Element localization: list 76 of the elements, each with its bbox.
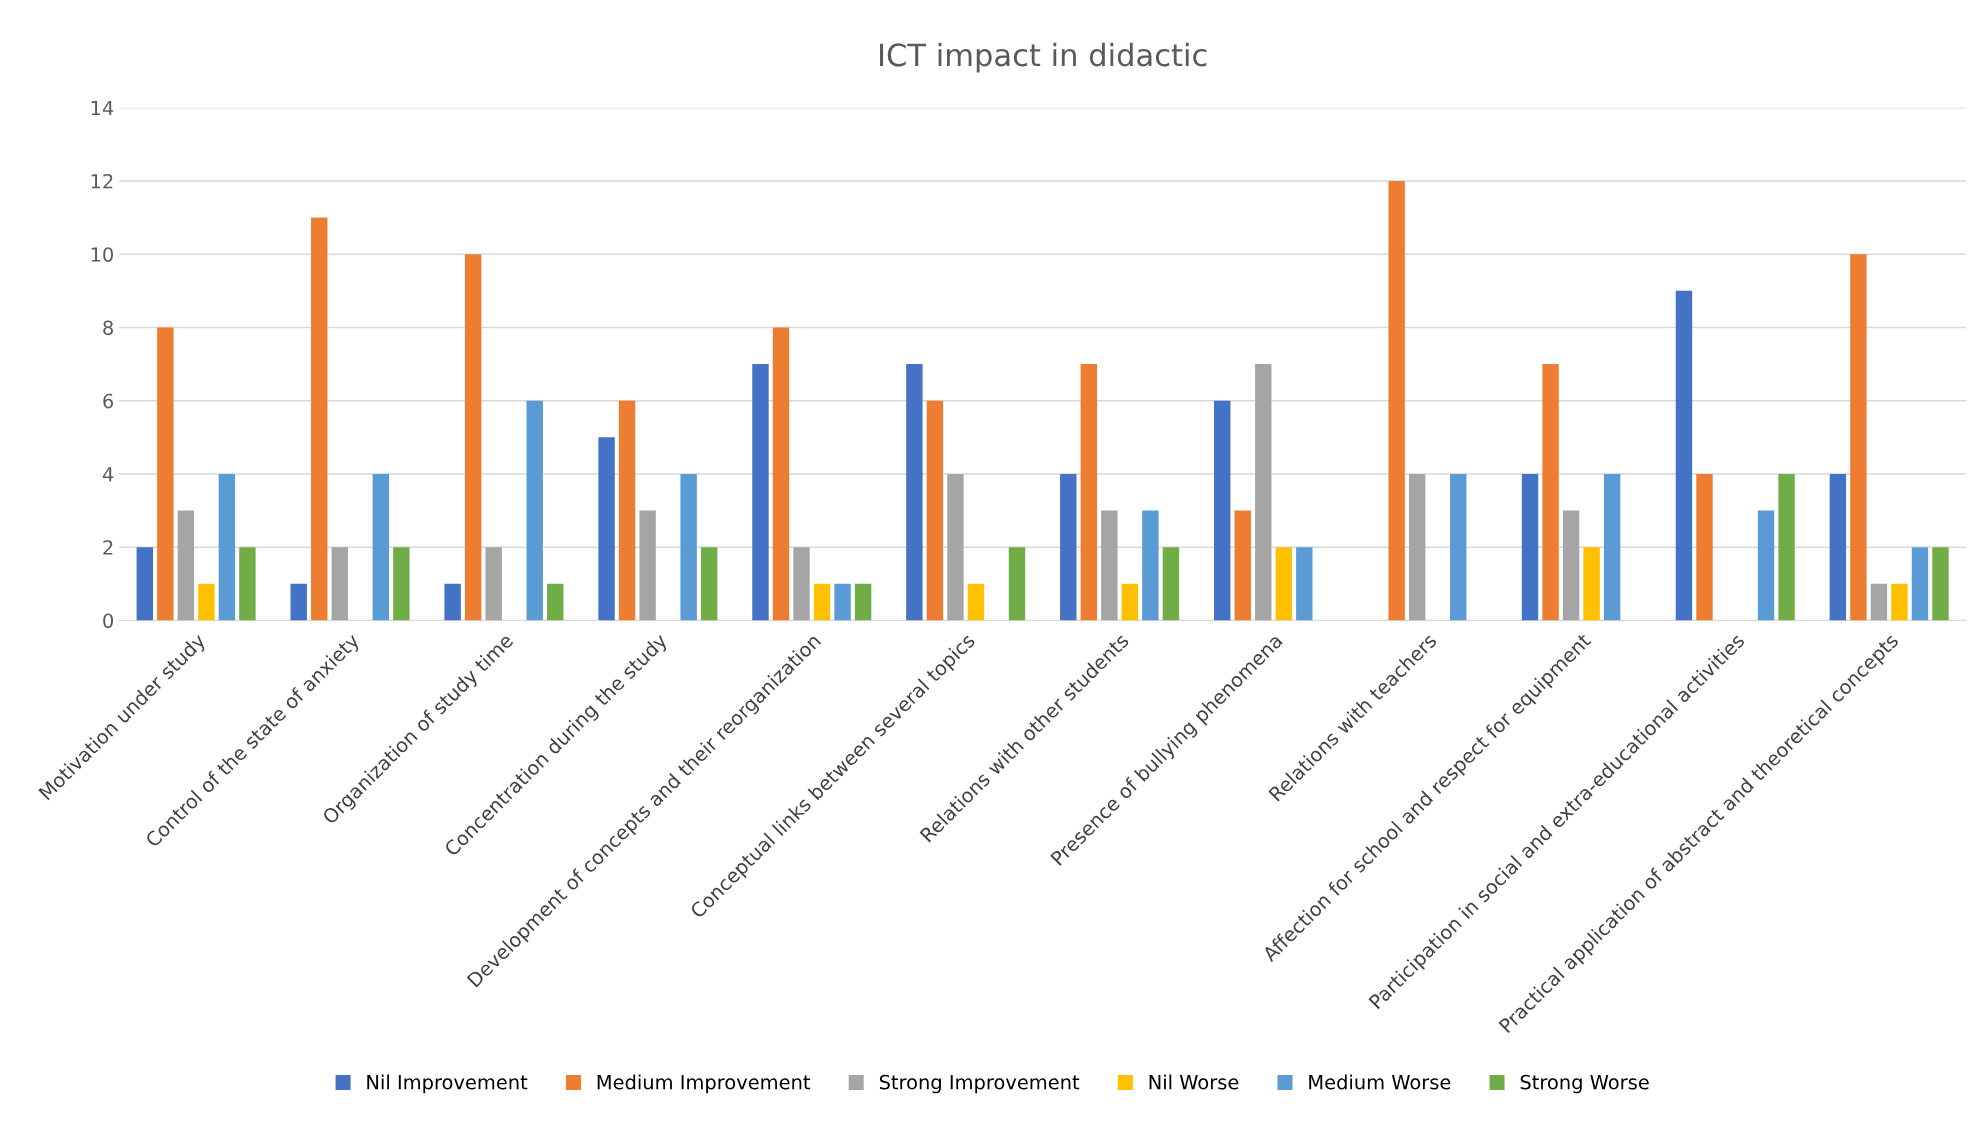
bar xyxy=(1296,547,1313,621)
bar xyxy=(1829,473,1847,621)
bar xyxy=(198,583,215,621)
bar xyxy=(1850,254,1867,621)
bar xyxy=(1008,547,1026,621)
bar xyxy=(854,583,872,621)
bar xyxy=(1388,180,1405,621)
bar xyxy=(485,547,502,621)
bar xyxy=(1080,364,1098,621)
bar xyxy=(1521,473,1539,621)
bar xyxy=(177,510,195,621)
bar xyxy=(967,583,985,621)
bar xyxy=(680,473,697,621)
y-tick-label: 0 xyxy=(103,613,114,629)
bar xyxy=(1060,473,1077,621)
bar xyxy=(526,400,543,621)
bar xyxy=(1142,510,1159,621)
bar xyxy=(752,364,769,621)
bar xyxy=(1542,364,1559,621)
bar xyxy=(1450,473,1467,621)
bar xyxy=(1932,547,1949,621)
bar xyxy=(1778,473,1795,621)
y-tick-label: 2 xyxy=(103,540,113,555)
bar xyxy=(218,473,236,621)
chart-title: ICT impact in didactic xyxy=(880,42,1207,73)
bar xyxy=(1891,583,1908,621)
y-tick-label: 8 xyxy=(103,320,113,336)
bar xyxy=(290,583,307,621)
bar xyxy=(1214,400,1231,621)
legend-label: Medium Improvement xyxy=(597,1074,811,1094)
bar xyxy=(1870,583,1888,621)
legend-label: Nil Improvement xyxy=(367,1074,528,1094)
bar xyxy=(598,437,615,621)
bar xyxy=(947,473,964,621)
bar xyxy=(1275,547,1292,621)
bar xyxy=(1757,510,1775,621)
y-tick-label: 10 xyxy=(91,247,114,262)
bar xyxy=(1562,510,1580,621)
bar xyxy=(1255,364,1272,621)
bar xyxy=(1101,510,1118,621)
bar xyxy=(639,510,656,621)
bar xyxy=(1583,547,1600,621)
bar xyxy=(906,364,923,621)
bar xyxy=(834,583,851,621)
bar xyxy=(772,327,790,621)
bar xyxy=(618,400,636,621)
bar xyxy=(136,547,154,621)
bar xyxy=(1162,547,1180,621)
bar xyxy=(700,547,718,621)
bar xyxy=(1121,583,1139,621)
legend-label: Strong Worse xyxy=(1520,1074,1649,1094)
legend-label: Medium Worse xyxy=(1309,1074,1451,1090)
bar xyxy=(311,217,328,621)
bar xyxy=(331,547,348,621)
y-tick-label: 14 xyxy=(91,100,114,116)
bar xyxy=(239,547,256,621)
bar xyxy=(157,327,174,621)
bar xyxy=(444,583,461,621)
bar xyxy=(1603,473,1621,621)
bar xyxy=(1408,473,1426,621)
bar xyxy=(464,254,482,621)
bar xyxy=(547,583,564,621)
bar xyxy=(372,473,390,621)
y-tick-label: 6 xyxy=(103,393,114,409)
legend-label: Nil Worse xyxy=(1149,1074,1239,1090)
legend-label: Strong Improvement xyxy=(879,1074,1080,1094)
bar xyxy=(1911,547,1929,621)
y-tick-label: 4 xyxy=(102,467,114,482)
bar xyxy=(1675,290,1693,621)
bar xyxy=(1696,473,1713,621)
bar xyxy=(793,547,810,621)
bar xyxy=(1234,510,1251,621)
y-tick-label: 12 xyxy=(91,173,113,189)
bar xyxy=(393,547,410,621)
bar xyxy=(813,583,831,621)
bar xyxy=(926,400,944,621)
